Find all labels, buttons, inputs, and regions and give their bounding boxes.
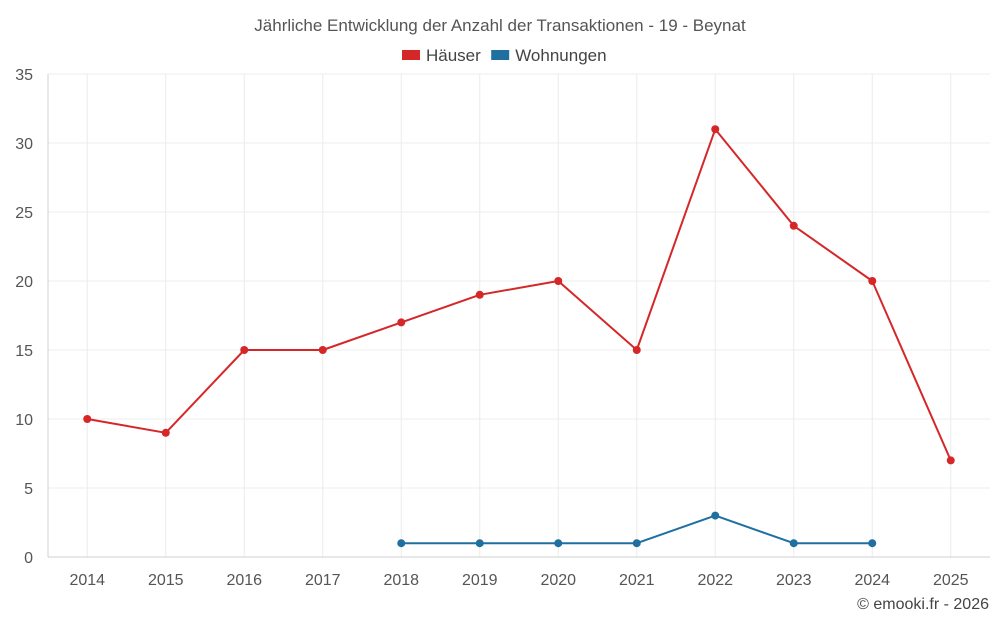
data-point-wohnungen[interactable] [789, 539, 798, 548]
x-tick-label: 2021 [619, 572, 655, 589]
y-tick-label: 30 [15, 136, 33, 153]
data-point-h-user[interactable] [711, 125, 720, 134]
x-tick-label: 2020 [540, 572, 576, 589]
x-tick-label: 2018 [383, 572, 419, 589]
data-point-wohnungen[interactable] [711, 511, 720, 520]
x-tick-label: 2024 [854, 572, 890, 589]
data-point-h-user[interactable] [318, 346, 327, 354]
x-tick-label: 2014 [69, 572, 105, 589]
data-point-wohnungen[interactable] [475, 539, 484, 548]
chart-title: Jährliche Entwicklung der Anzahl der Tra… [254, 16, 746, 35]
y-tick-label: 20 [15, 274, 33, 291]
x-tick-label: 2016 [226, 572, 262, 589]
data-point-h-user[interactable] [554, 277, 563, 285]
legend-swatch-wohnungen [491, 50, 510, 60]
data-point-h-user[interactable] [946, 456, 955, 465]
x-tick-label: 2017 [305, 572, 341, 589]
y-tick-label: 25 [15, 205, 33, 222]
data-point-h-user[interactable] [83, 415, 92, 423]
y-tick-label: 35 [15, 67, 33, 84]
legend-label-wohnungen[interactable]: Wohnungen [515, 46, 606, 65]
data-point-wohnungen[interactable] [554, 539, 563, 548]
legend-label-h-user[interactable]: Häuser [426, 46, 481, 65]
data-point-h-user[interactable] [475, 290, 484, 299]
series-line-h-user [87, 128, 952, 461]
data-point-h-user[interactable] [161, 428, 170, 437]
y-tick-label: 0 [24, 550, 33, 567]
credit-label: © emooki.fr - 2026 [857, 596, 989, 613]
x-tick-label: 2022 [697, 572, 733, 589]
data-point-wohnungen[interactable] [868, 539, 877, 548]
data-point-h-user[interactable] [789, 221, 798, 230]
x-tick-label: 2025 [933, 572, 969, 589]
data-point-h-user[interactable] [240, 346, 249, 354]
data-point-h-user[interactable] [868, 277, 877, 285]
y-tick-label: 10 [15, 412, 33, 429]
x-tick-label: 2023 [776, 572, 812, 589]
y-tick-label: 15 [15, 343, 33, 360]
x-tick-label: 2019 [462, 572, 498, 589]
x-tick-label: 2015 [148, 572, 184, 589]
data-point-wohnungen[interactable] [632, 539, 641, 548]
data-point-wohnungen[interactable] [397, 539, 406, 548]
data-point-h-user[interactable] [632, 346, 641, 354]
legend-swatch-h-user [402, 50, 420, 60]
data-point-h-user[interactable] [397, 318, 406, 327]
y-tick-label: 5 [24, 481, 33, 498]
